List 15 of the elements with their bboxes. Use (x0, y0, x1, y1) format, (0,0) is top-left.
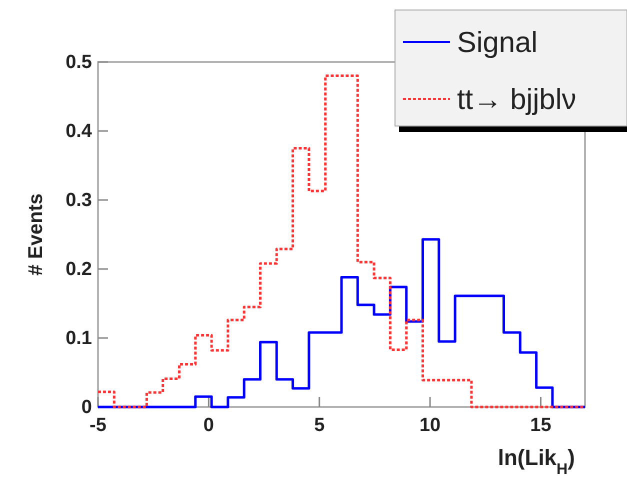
x-axis-title: ln(Lik$_{H}$) (498, 445, 575, 478)
y-tick-label: 0.4 (66, 121, 92, 142)
x-tick-label: -5 (90, 415, 107, 436)
y-tick-label: 0.5 (66, 52, 92, 73)
y-tick-label: 0 (81, 397, 92, 418)
x-tick-label: 15 (530, 415, 552, 436)
x-tick-label: 0 (203, 415, 214, 436)
y-tick-label: 0.2 (66, 259, 92, 280)
y-tick-label: 0.3 (66, 190, 92, 211)
y-tick-label: 0.1 (66, 328, 92, 349)
x-tick-label: 10 (419, 415, 441, 436)
legend-label: tt→ bjjblν (457, 84, 576, 116)
legend-label: Signal (457, 27, 538, 59)
y-axis-title: # Events (25, 193, 47, 276)
x-tick-label: 5 (314, 415, 326, 436)
